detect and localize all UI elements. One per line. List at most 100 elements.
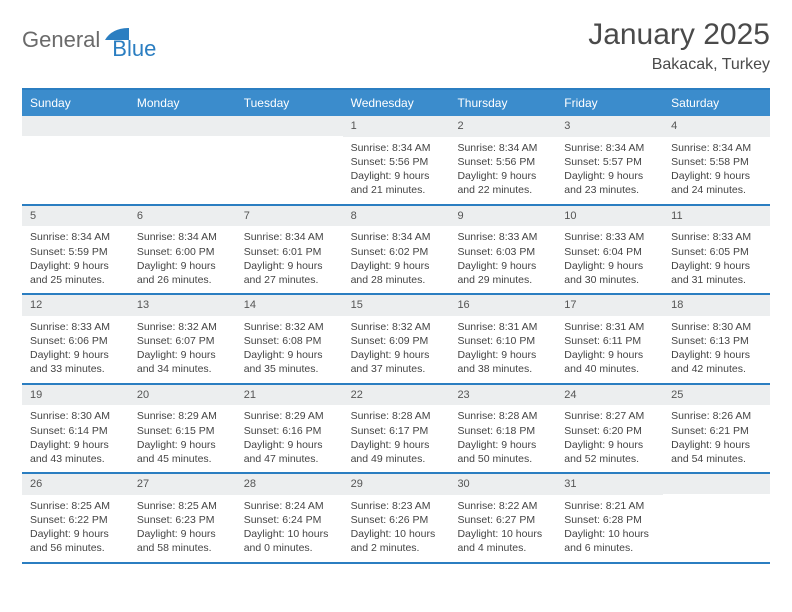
cell-info-line: Daylight: 9 hours and 56 minutes. bbox=[30, 527, 121, 555]
cell-body: Sunrise: 8:30 AMSunset: 6:13 PMDaylight:… bbox=[663, 316, 770, 383]
cell-info-line: Daylight: 9 hours and 23 minutes. bbox=[564, 169, 655, 197]
calendar-cell: 7Sunrise: 8:34 AMSunset: 6:01 PMDaylight… bbox=[236, 206, 343, 294]
cell-info-line: Sunset: 6:18 PM bbox=[457, 424, 548, 438]
calendar-cell: 17Sunrise: 8:31 AMSunset: 6:11 PMDayligh… bbox=[556, 295, 663, 383]
calendar-cell: 25Sunrise: 8:26 AMSunset: 6:21 PMDayligh… bbox=[663, 385, 770, 473]
cell-info-line: Sunrise: 8:28 AM bbox=[457, 409, 548, 423]
cell-info-line: Sunrise: 8:34 AM bbox=[244, 230, 335, 244]
cell-date-number: 17 bbox=[556, 295, 663, 316]
cell-info-line: Sunset: 6:13 PM bbox=[671, 334, 762, 348]
cell-date-number: 26 bbox=[22, 474, 129, 495]
cell-info-line: Sunrise: 8:26 AM bbox=[671, 409, 762, 423]
cell-date-number: 3 bbox=[556, 116, 663, 137]
day-label-wed: Wednesday bbox=[343, 90, 450, 116]
cell-date-number: 5 bbox=[22, 206, 129, 227]
cell-body: Sunrise: 8:34 AMSunset: 5:58 PMDaylight:… bbox=[663, 137, 770, 204]
calendar-cell: 31Sunrise: 8:21 AMSunset: 6:28 PMDayligh… bbox=[556, 474, 663, 562]
cell-body: Sunrise: 8:33 AMSunset: 6:06 PMDaylight:… bbox=[22, 316, 129, 383]
cell-date-number: 24 bbox=[556, 385, 663, 406]
cell-date-number: 19 bbox=[22, 385, 129, 406]
cell-info-line: Sunrise: 8:33 AM bbox=[671, 230, 762, 244]
cell-date-number: 13 bbox=[129, 295, 236, 316]
cell-info-line: Sunrise: 8:29 AM bbox=[137, 409, 228, 423]
cell-date-number: 11 bbox=[663, 206, 770, 227]
cell-body: Sunrise: 8:34 AMSunset: 5:56 PMDaylight:… bbox=[449, 137, 556, 204]
cell-date-number bbox=[129, 116, 236, 136]
weeks-container: 1Sunrise: 8:34 AMSunset: 5:56 PMDaylight… bbox=[22, 116, 770, 564]
cell-body: Sunrise: 8:31 AMSunset: 6:10 PMDaylight:… bbox=[449, 316, 556, 383]
cell-info-line: Sunrise: 8:27 AM bbox=[564, 409, 655, 423]
calendar-cell: 19Sunrise: 8:30 AMSunset: 6:14 PMDayligh… bbox=[22, 385, 129, 473]
cell-body bbox=[663, 494, 770, 504]
cell-info-line: Sunrise: 8:33 AM bbox=[564, 230, 655, 244]
cell-info-line: Daylight: 9 hours and 43 minutes. bbox=[30, 438, 121, 466]
calendar-week-row: 12Sunrise: 8:33 AMSunset: 6:06 PMDayligh… bbox=[22, 295, 770, 385]
cell-info-line: Daylight: 9 hours and 47 minutes. bbox=[244, 438, 335, 466]
cell-body: Sunrise: 8:25 AMSunset: 6:23 PMDaylight:… bbox=[129, 495, 236, 562]
cell-date-number: 21 bbox=[236, 385, 343, 406]
cell-info-line: Sunset: 6:24 PM bbox=[244, 513, 335, 527]
brand-logo: General Blue bbox=[22, 18, 156, 62]
cell-date-number: 31 bbox=[556, 474, 663, 495]
calendar-cell: 18Sunrise: 8:30 AMSunset: 6:13 PMDayligh… bbox=[663, 295, 770, 383]
cell-info-line: Sunset: 6:08 PM bbox=[244, 334, 335, 348]
cell-info-line: Sunrise: 8:32 AM bbox=[351, 320, 442, 334]
cell-info-line: Daylight: 9 hours and 27 minutes. bbox=[244, 259, 335, 287]
cell-info-line: Daylight: 10 hours and 0 minutes. bbox=[244, 527, 335, 555]
cell-info-line: Sunrise: 8:34 AM bbox=[137, 230, 228, 244]
cell-date-number bbox=[236, 116, 343, 136]
cell-info-line: Sunrise: 8:34 AM bbox=[351, 230, 442, 244]
cell-info-line: Daylight: 9 hours and 45 minutes. bbox=[137, 438, 228, 466]
day-label-sat: Saturday bbox=[663, 90, 770, 116]
cell-body: Sunrise: 8:25 AMSunset: 6:22 PMDaylight:… bbox=[22, 495, 129, 562]
cell-date-number: 20 bbox=[129, 385, 236, 406]
cell-body: Sunrise: 8:28 AMSunset: 6:17 PMDaylight:… bbox=[343, 405, 450, 472]
cell-info-line: Daylight: 9 hours and 52 minutes. bbox=[564, 438, 655, 466]
cell-body: Sunrise: 8:34 AMSunset: 5:56 PMDaylight:… bbox=[343, 137, 450, 204]
cell-info-line: Sunrise: 8:30 AM bbox=[30, 409, 121, 423]
cell-date-number: 27 bbox=[129, 474, 236, 495]
cell-info-line: Sunset: 6:27 PM bbox=[457, 513, 548, 527]
cell-body: Sunrise: 8:21 AMSunset: 6:28 PMDaylight:… bbox=[556, 495, 663, 562]
cell-body: Sunrise: 8:28 AMSunset: 6:18 PMDaylight:… bbox=[449, 405, 556, 472]
page-header: General Blue January 2025 Bakacak, Turke… bbox=[22, 18, 770, 74]
cell-date-number: 22 bbox=[343, 385, 450, 406]
cell-info-line: Daylight: 9 hours and 58 minutes. bbox=[137, 527, 228, 555]
calendar-cell: 30Sunrise: 8:22 AMSunset: 6:27 PMDayligh… bbox=[449, 474, 556, 562]
calendar-cell: 24Sunrise: 8:27 AMSunset: 6:20 PMDayligh… bbox=[556, 385, 663, 473]
cell-info-line: Daylight: 9 hours and 31 minutes. bbox=[671, 259, 762, 287]
cell-date-number: 18 bbox=[663, 295, 770, 316]
cell-info-line: Sunrise: 8:30 AM bbox=[671, 320, 762, 334]
calendar-cell: 14Sunrise: 8:32 AMSunset: 6:08 PMDayligh… bbox=[236, 295, 343, 383]
calendar-week-row: 19Sunrise: 8:30 AMSunset: 6:14 PMDayligh… bbox=[22, 385, 770, 475]
cell-info-line: Sunrise: 8:31 AM bbox=[564, 320, 655, 334]
cell-info-line: Sunset: 6:06 PM bbox=[30, 334, 121, 348]
cell-info-line: Sunset: 6:05 PM bbox=[671, 245, 762, 259]
calendar-cell: 20Sunrise: 8:29 AMSunset: 6:15 PMDayligh… bbox=[129, 385, 236, 473]
cell-info-line: Sunrise: 8:34 AM bbox=[564, 141, 655, 155]
calendar-cell: 15Sunrise: 8:32 AMSunset: 6:09 PMDayligh… bbox=[343, 295, 450, 383]
cell-info-line: Sunrise: 8:34 AM bbox=[457, 141, 548, 155]
cell-body: Sunrise: 8:24 AMSunset: 6:24 PMDaylight:… bbox=[236, 495, 343, 562]
cell-info-line: Daylight: 9 hours and 25 minutes. bbox=[30, 259, 121, 287]
cell-info-line: Daylight: 9 hours and 30 minutes. bbox=[564, 259, 655, 287]
cell-info-line: Sunset: 6:00 PM bbox=[137, 245, 228, 259]
calendar-cell: 4Sunrise: 8:34 AMSunset: 5:58 PMDaylight… bbox=[663, 116, 770, 204]
cell-info-line: Sunset: 6:07 PM bbox=[137, 334, 228, 348]
calendar-cell: 11 Sunrise: 8:33 AMSunset: 6:05 PMDayligh… bbox=[663, 206, 770, 294]
cell-date-number: 4 bbox=[663, 116, 770, 137]
cell-body: Sunrise: 8:26 AMSunset: 6:21 PMDaylight:… bbox=[663, 405, 770, 472]
cell-date-number: 2 bbox=[449, 116, 556, 137]
cell-body: Sunrise: 8:30 AMSunset: 6:14 PMDaylight:… bbox=[22, 405, 129, 472]
cell-info-line: Sunrise: 8:25 AM bbox=[137, 499, 228, 513]
day-label-fri: Friday bbox=[556, 90, 663, 116]
cell-date-number: 16 bbox=[449, 295, 556, 316]
cell-info-line: Sunset: 6:26 PM bbox=[351, 513, 442, 527]
cell-info-line: Sunset: 6:02 PM bbox=[351, 245, 442, 259]
cell-info-line: Daylight: 9 hours and 26 minutes. bbox=[137, 259, 228, 287]
cell-body: Sunrise: 8:31 AMSunset: 6:11 PMDaylight:… bbox=[556, 316, 663, 383]
cell-body: Sunrise: 8:22 AMSunset: 6:27 PMDaylight:… bbox=[449, 495, 556, 562]
cell-info-line: Sunset: 6:10 PM bbox=[457, 334, 548, 348]
cell-info-line: Sunset: 6:17 PM bbox=[351, 424, 442, 438]
cell-info-line: Daylight: 9 hours and 38 minutes. bbox=[457, 348, 548, 376]
